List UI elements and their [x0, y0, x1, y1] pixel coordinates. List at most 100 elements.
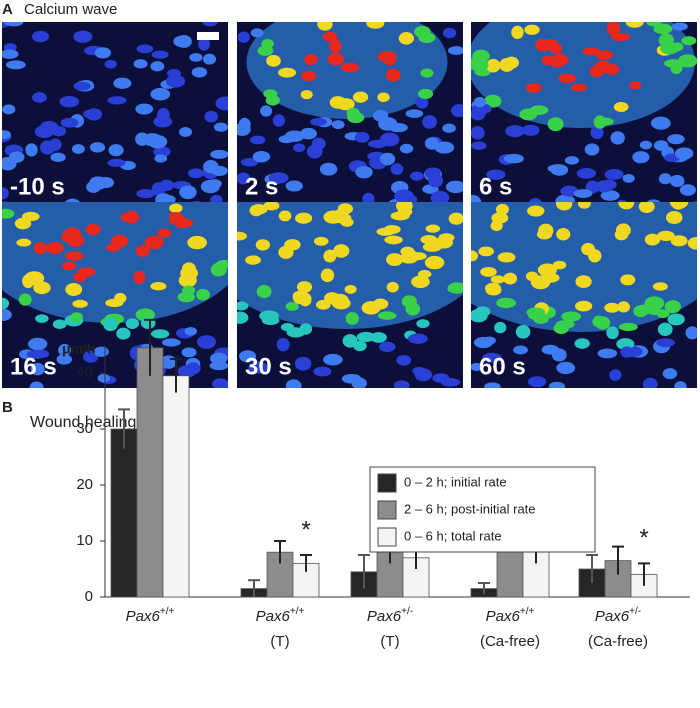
cell [401, 255, 414, 264]
cell [480, 266, 497, 277]
cell [296, 281, 313, 293]
cell [24, 271, 45, 286]
category-superscript: +/- [401, 606, 413, 617]
cell [237, 301, 249, 311]
cell [169, 203, 183, 213]
bar [136, 347, 164, 598]
cell [664, 300, 682, 314]
frame-label: -10 s [10, 173, 65, 200]
legend-box [369, 466, 596, 553]
cell [420, 234, 438, 245]
cell [379, 341, 396, 353]
cell [564, 156, 580, 165]
cell [383, 53, 396, 66]
cell [150, 87, 171, 101]
cell [202, 53, 217, 65]
frame-label: 6 s [479, 173, 512, 200]
cell [604, 169, 624, 180]
cell [362, 192, 375, 206]
cell [620, 346, 634, 358]
cell [525, 83, 542, 93]
cell [409, 171, 424, 181]
cell [89, 176, 107, 190]
cell [434, 141, 455, 154]
cell [284, 239, 301, 251]
category-name: Pax6 [256, 608, 291, 625]
x-tick-note: (Ca-free) [480, 633, 540, 650]
panel-label: A [2, 1, 13, 18]
cell [272, 114, 285, 127]
cell [323, 249, 337, 263]
cell [685, 326, 697, 340]
category-name: Pax6 [126, 608, 161, 625]
cell [497, 252, 516, 263]
y-tick-label: 30 [76, 420, 93, 437]
cell [323, 210, 344, 224]
cell [665, 210, 683, 225]
significance-marker: * [301, 516, 310, 543]
cell [261, 316, 280, 325]
cell [474, 306, 491, 317]
cell [209, 361, 228, 371]
cell [354, 131, 370, 143]
cell [555, 320, 575, 329]
cell [5, 60, 26, 70]
cell [484, 94, 502, 108]
cell [35, 314, 49, 323]
cell [150, 61, 165, 72]
cell [491, 212, 509, 224]
micrograph: 60 s [471, 202, 697, 388]
cell [72, 299, 88, 308]
cell [622, 173, 635, 183]
cell [471, 126, 485, 140]
cell [4, 22, 24, 27]
cell [471, 362, 483, 372]
cell [613, 102, 629, 112]
cell [2, 308, 12, 322]
cell [165, 74, 186, 88]
cell [135, 245, 150, 258]
cell [144, 235, 164, 250]
cell [341, 373, 362, 384]
cell [210, 194, 223, 205]
wave-region [2, 202, 228, 323]
cell [212, 378, 228, 388]
cell [93, 346, 109, 357]
cell [250, 28, 264, 38]
cell [609, 369, 622, 381]
cell [434, 236, 453, 249]
x-tick-note: (T) [380, 633, 399, 650]
cell [482, 352, 502, 363]
cell [647, 301, 661, 316]
cell [620, 274, 636, 286]
cell [184, 327, 198, 336]
cell [384, 235, 403, 245]
cell [617, 301, 631, 313]
cell [687, 237, 697, 250]
cell [589, 65, 605, 78]
panel-label: B [2, 399, 13, 416]
cell [657, 230, 675, 242]
frame-label: 30 s [245, 353, 292, 380]
cell [432, 373, 450, 383]
cell [368, 302, 383, 312]
cell [633, 305, 649, 318]
cell [136, 44, 154, 54]
cell [490, 275, 506, 284]
cell [150, 329, 170, 339]
cell [547, 117, 564, 132]
cell [576, 168, 597, 179]
cell [530, 275, 551, 290]
cell [39, 140, 56, 155]
x-tick-note: (T) [270, 633, 289, 650]
cell [180, 266, 198, 281]
cell [556, 202, 573, 211]
cell [187, 168, 204, 179]
cell [548, 43, 563, 54]
cell [629, 81, 642, 90]
y-tick-label: 10 [76, 532, 93, 549]
cell [298, 292, 312, 307]
significance-marker: * [639, 525, 648, 552]
cell [157, 228, 172, 238]
cell [593, 115, 607, 129]
